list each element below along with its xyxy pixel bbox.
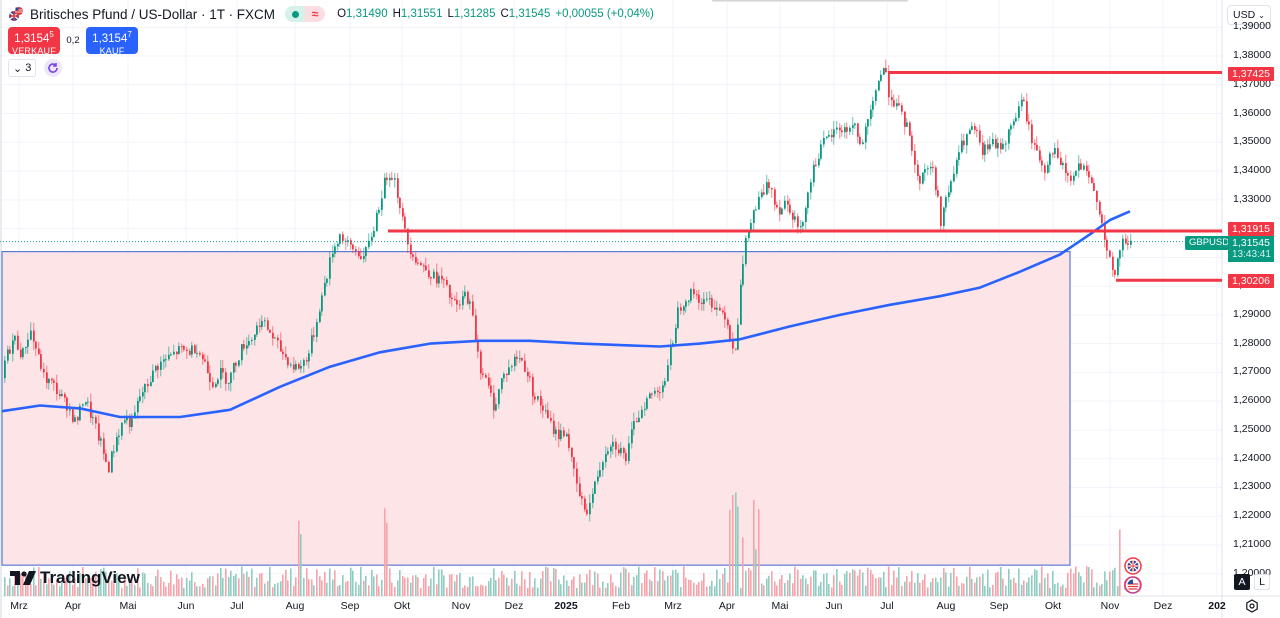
tradingview-logo[interactable]: TradingView bbox=[10, 568, 140, 588]
symbol-title[interactable]: Britisches Pfund / US-Dollar · 1T · FXCM bbox=[30, 6, 276, 22]
price-axis-label: 1,29000 bbox=[1233, 307, 1271, 320]
time-axis-label: Nov bbox=[451, 600, 471, 612]
time-axis-label: Dez bbox=[504, 600, 524, 612]
symbol-tag: GBPUSD bbox=[1185, 236, 1234, 250]
market-status[interactable]: ≈ bbox=[285, 6, 326, 22]
delayed-data-icon: ≈ bbox=[305, 6, 326, 22]
time-axis-label: Jul bbox=[230, 600, 244, 612]
tradingview-logo-icon bbox=[10, 571, 36, 585]
current-price-tag: 1,31545 13:43:41 bbox=[1228, 236, 1274, 262]
chevron-down-icon: ⌄ bbox=[1258, 10, 1265, 20]
time-axis-label: Sep bbox=[989, 600, 1009, 612]
price-axis-label: 1,38000 bbox=[1233, 49, 1271, 61]
price-axis-label: 1,35000 bbox=[1233, 135, 1271, 148]
price-axis-label: 1,21000 bbox=[1233, 538, 1271, 550]
level-tag: 1,31915 bbox=[1228, 222, 1274, 236]
market-open-dot-icon bbox=[291, 10, 299, 18]
time-axis-label: Nov bbox=[1100, 600, 1120, 612]
price-axis-label: 1,27000 bbox=[1233, 365, 1271, 378]
price-axis-label: 1,34000 bbox=[1233, 164, 1271, 177]
trade-panel: 1,31545 VERKAUF 0,2 1,31547 KAUF bbox=[8, 27, 138, 56]
time-axis-label: Jul bbox=[880, 600, 894, 612]
price-axis-label: 1,22000 bbox=[1233, 509, 1271, 522]
collapse-indicators-button[interactable]: ⌄ 3 bbox=[8, 59, 37, 77]
time-axis-label: Feb bbox=[611, 600, 631, 612]
time-axis-label: Mrz bbox=[664, 600, 682, 612]
sell-button[interactable]: 1,31545 VERKAUF bbox=[8, 27, 60, 56]
log-scale-button[interactable]: L bbox=[1254, 574, 1270, 590]
time-axis-label: Sep bbox=[340, 600, 360, 612]
toolbar-handle[interactable] bbox=[712, 0, 908, 2]
time-axis-label: Jun bbox=[825, 600, 843, 612]
level-tag: 1,30206 bbox=[1228, 274, 1274, 288]
time-axis-label: Dez bbox=[1153, 600, 1173, 612]
time-axis-label: Mai bbox=[771, 600, 789, 612]
time-axis-label: Okt bbox=[393, 600, 411, 612]
price-axis-label: 1,25000 bbox=[1233, 422, 1271, 435]
level-tag: 1,37425 bbox=[1228, 67, 1274, 81]
time-axis-label: Aug bbox=[285, 600, 305, 612]
uk-flag-icon[interactable] bbox=[1124, 557, 1142, 575]
price-axis-label: 1,39000 bbox=[1233, 20, 1271, 33]
buy-button[interactable]: 1,31547 KAUF bbox=[86, 27, 138, 56]
time-axis-label: Mrz bbox=[10, 600, 28, 612]
time-axis-label: 202 bbox=[1208, 600, 1226, 612]
settings-gear-icon[interactable] bbox=[1245, 599, 1259, 613]
gbp-usd-flag-icon bbox=[8, 6, 24, 22]
price-axis-label: 1,26000 bbox=[1233, 394, 1271, 407]
change-value: +0,00055 (+0,04%) bbox=[555, 8, 654, 20]
symbol-legend: Britisches Pfund / US-Dollar · 1T · FXCM… bbox=[8, 6, 654, 22]
price-axis-label: 1,24000 bbox=[1233, 451, 1271, 464]
price-axis-label: 1,23000 bbox=[1233, 480, 1271, 493]
refresh-icon[interactable] bbox=[44, 59, 63, 77]
us-flag-icon[interactable] bbox=[1123, 576, 1142, 594]
ohlc-values: O1,31490 H1,31551 L1,31285 C1,31545 +0,0… bbox=[337, 8, 654, 20]
time-axis-label: Jun bbox=[177, 600, 195, 612]
spread-value: 0,2 bbox=[66, 35, 80, 46]
time-axis-label: Apr bbox=[64, 600, 82, 612]
chevron-down-icon: ⌄ bbox=[13, 62, 23, 75]
time-axis-label: 2025 bbox=[554, 600, 578, 612]
time-axis-label: Aug bbox=[936, 600, 956, 612]
bar-countdown: 13:43:41 bbox=[1232, 249, 1271, 260]
currency-select[interactable]: USD ⌄ bbox=[1227, 5, 1271, 25]
time-axis-label: Apr bbox=[718, 600, 736, 612]
time-axis-label: Mai bbox=[119, 600, 137, 612]
indicator-row: ⌄ 3 bbox=[8, 59, 63, 77]
auto-scale-button[interactable]: A bbox=[1234, 574, 1250, 590]
time-axis-label: Okt bbox=[1044, 600, 1062, 612]
price-axis-label: 1,36000 bbox=[1233, 106, 1271, 119]
price-axis-label: 1,28000 bbox=[1233, 336, 1271, 349]
scale-buttons: A L bbox=[1234, 574, 1270, 590]
price-axis-label: 1,33000 bbox=[1233, 192, 1271, 205]
